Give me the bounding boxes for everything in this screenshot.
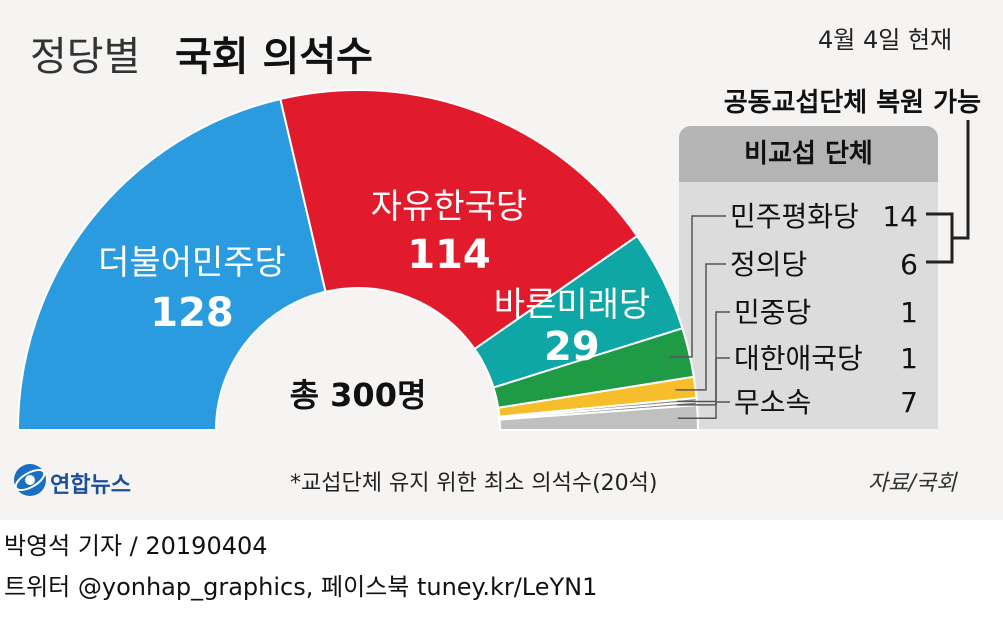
slice-name-1: 자유한국당 (371, 187, 527, 227)
restore-note: 공동교섭단체 복원 가능 (723, 88, 981, 118)
panel-labels: 민주평화당 14 정의당 6 민중당 1 대한애국당 1 무소속 7 (730, 200, 918, 419)
panel-value-5: 1 (900, 296, 918, 329)
panel-value-7: 7 (900, 386, 918, 419)
title-light: 정당별 (30, 34, 141, 80)
slice-value-2: 29 (544, 324, 600, 370)
source: 자료/국회 (868, 471, 957, 496)
panel-value-4: 6 (900, 248, 918, 281)
panel-title: 비교섭 단체 (679, 126, 938, 182)
leader-line-3 (669, 215, 726, 358)
slice-7 (498, 404, 700, 431)
slice-0 (16, 97, 327, 431)
leader-lines (669, 215, 730, 420)
panel-value-6: 1 (900, 342, 918, 375)
slice-value-0: 128 (150, 290, 234, 336)
slice-1 (279, 89, 639, 351)
panel-value-3: 14 (882, 200, 918, 233)
as-of-date: 4월 4일 현재 (818, 26, 953, 54)
leader-line-5 (676, 311, 730, 403)
footnote: *교섭단체 유지 위한 최소 의석수(20석) (290, 471, 658, 496)
slice-value-1: 114 (407, 232, 491, 278)
panel-name-6: 대한애국당 (734, 342, 863, 375)
byline: 박영석 기자 / 20190404 (4, 532, 268, 560)
slice-name-2: 바른미래당 (494, 285, 650, 325)
panel-name-4: 정의당 (730, 248, 807, 281)
slice-name-0: 더불어민주당 (98, 243, 286, 283)
title-bold: 국회 의석수 (175, 34, 373, 80)
leader-line-7 (677, 401, 730, 420)
total-label: 총 300명 (290, 376, 427, 414)
panel-name-7: 무소속 (734, 386, 811, 419)
yonhap-logo-icon (14, 464, 46, 496)
leader-line-6 (677, 357, 730, 406)
pie-slices (16, 89, 700, 431)
logo-text: 연합뉴스 (50, 473, 131, 498)
coalition-bracket (926, 120, 970, 264)
social-links: 트위터 @yonhap_graphics, 페이스북 tuney.kr/LeYN… (4, 573, 598, 601)
leader-line-4 (675, 263, 726, 391)
panel-name-3: 민주평화당 (730, 200, 859, 233)
panel-name-5: 민중당 (734, 296, 811, 329)
